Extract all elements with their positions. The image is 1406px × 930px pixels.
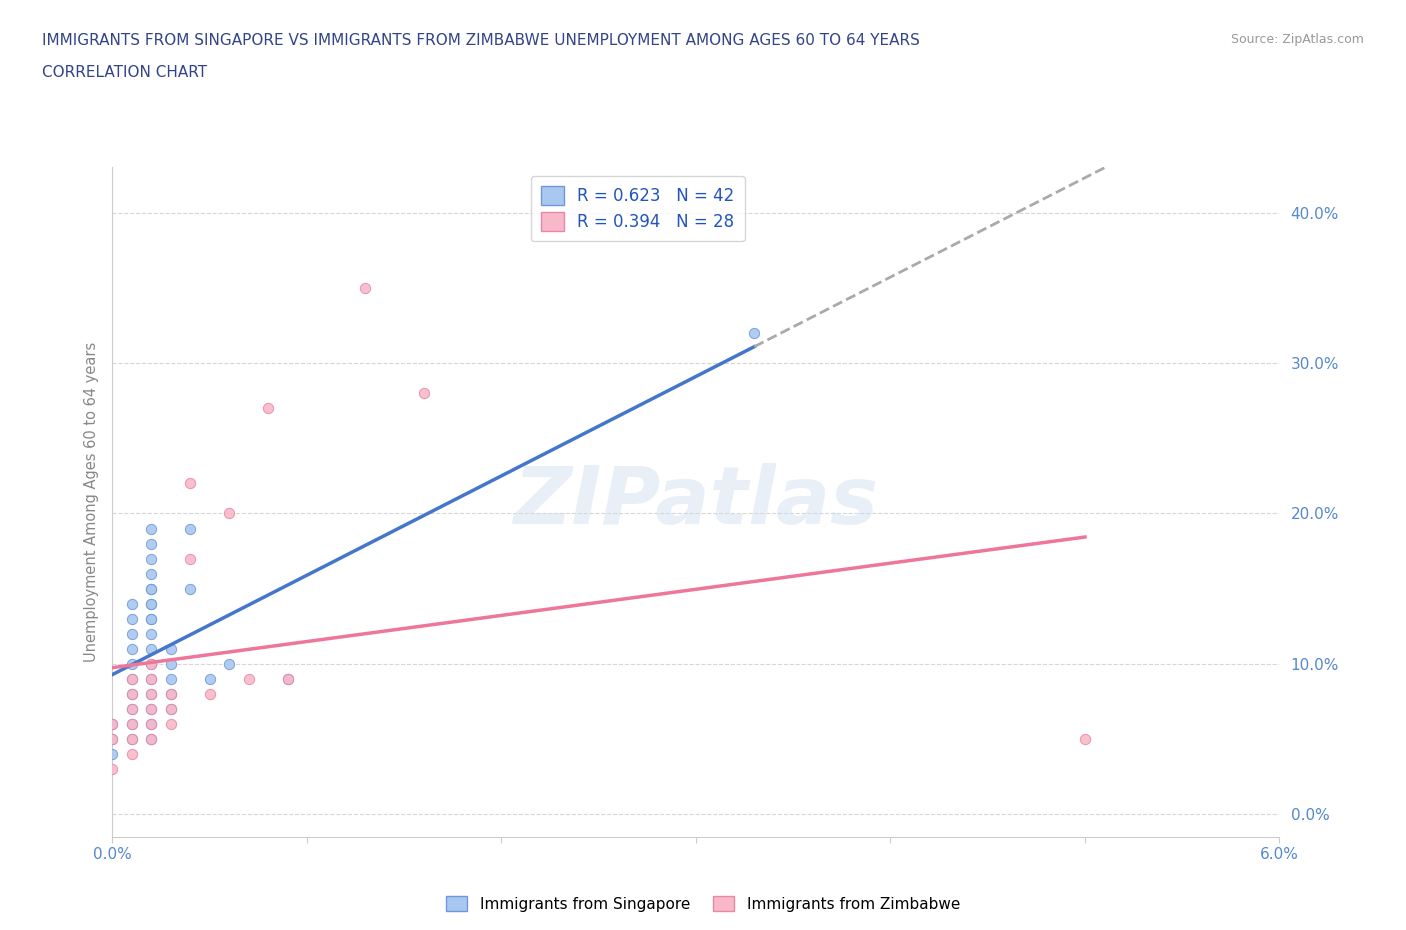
Point: [198, 671, 221, 686]
Point: [141, 701, 163, 716]
Point: [121, 701, 143, 716]
Point: [101, 717, 124, 732]
Point: [141, 671, 163, 686]
Point: [141, 686, 163, 701]
Point: [160, 686, 183, 701]
Point: [141, 596, 163, 611]
Point: [160, 717, 183, 732]
Point: [218, 657, 240, 671]
Point: [141, 536, 163, 551]
Text: ZIPatlas: ZIPatlas: [513, 463, 879, 541]
Point: [121, 717, 143, 732]
Point: [179, 476, 201, 491]
Legend: Immigrants from Singapore, Immigrants from Zimbabwe: Immigrants from Singapore, Immigrants fr…: [440, 889, 966, 918]
Point: [412, 386, 434, 401]
Point: [101, 732, 124, 747]
Point: [141, 521, 163, 536]
Point: [121, 642, 143, 657]
Point: [121, 627, 143, 642]
Point: [160, 671, 183, 686]
Text: 0.0%: 0.0%: [93, 847, 132, 862]
Point: [141, 611, 163, 626]
Text: 6.0%: 6.0%: [1260, 847, 1299, 862]
Point: [141, 566, 163, 581]
Point: [354, 280, 377, 295]
Point: [101, 762, 124, 777]
Point: [160, 657, 183, 671]
Point: [121, 732, 143, 747]
Point: [121, 686, 143, 701]
Point: [141, 686, 163, 701]
Point: [121, 717, 143, 732]
Point: [141, 732, 163, 747]
Point: [141, 581, 163, 596]
Point: [101, 717, 124, 732]
Point: [101, 732, 124, 747]
Point: [141, 717, 163, 732]
Point: [160, 701, 183, 716]
Point: [141, 551, 163, 566]
Point: [276, 671, 298, 686]
Point: [141, 717, 163, 732]
Point: [121, 657, 143, 671]
Point: [179, 551, 201, 566]
Text: CORRELATION CHART: CORRELATION CHART: [42, 65, 207, 80]
Point: [179, 581, 201, 596]
Point: [141, 671, 163, 686]
Point: [141, 581, 163, 596]
Point: [141, 627, 163, 642]
Point: [141, 657, 163, 671]
Legend: R = 0.623   N = 42, R = 0.394   N = 28: R = 0.623 N = 42, R = 0.394 N = 28: [530, 176, 745, 241]
Point: [742, 326, 765, 340]
Point: [179, 521, 201, 536]
Point: [257, 401, 280, 416]
Point: [121, 747, 143, 762]
Text: Source: ZipAtlas.com: Source: ZipAtlas.com: [1230, 33, 1364, 46]
Point: [218, 506, 240, 521]
Point: [238, 671, 260, 686]
Point: [101, 747, 124, 762]
Point: [121, 701, 143, 716]
Text: IMMIGRANTS FROM SINGAPORE VS IMMIGRANTS FROM ZIMBABWE UNEMPLOYMENT AMONG AGES 60: IMMIGRANTS FROM SINGAPORE VS IMMIGRANTS …: [42, 33, 920, 47]
Point: [141, 642, 163, 657]
Point: [160, 686, 183, 701]
Point: [141, 611, 163, 626]
Point: [1074, 732, 1097, 747]
Point: [141, 596, 163, 611]
Point: [121, 671, 143, 686]
Point: [198, 686, 221, 701]
Point: [141, 732, 163, 747]
Point: [121, 686, 143, 701]
Point: [121, 671, 143, 686]
Point: [121, 596, 143, 611]
Point: [141, 657, 163, 671]
Point: [141, 701, 163, 716]
Point: [160, 701, 183, 716]
Point: [121, 611, 143, 626]
Point: [121, 732, 143, 747]
Point: [276, 671, 298, 686]
Point: [160, 642, 183, 657]
Y-axis label: Unemployment Among Ages 60 to 64 years: Unemployment Among Ages 60 to 64 years: [83, 342, 98, 662]
